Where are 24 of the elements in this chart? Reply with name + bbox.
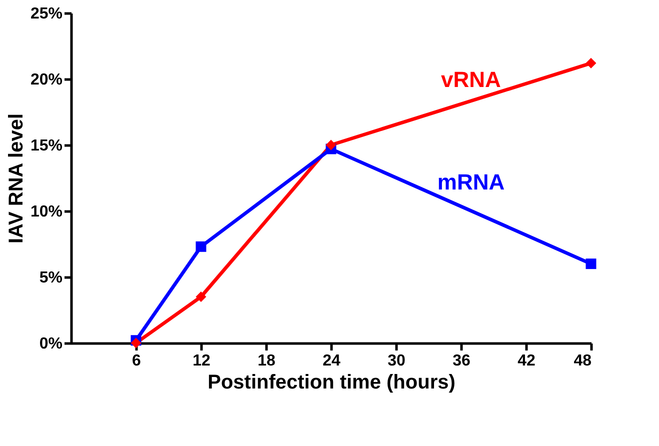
y-tick-label: 20% — [30, 72, 62, 88]
point — [586, 258, 596, 270]
point — [196, 292, 206, 302]
x-tick-label: 24 — [322, 352, 340, 370]
y-tick-label: 15% — [30, 138, 62, 154]
x-tick-label: 18 — [258, 352, 276, 370]
point — [586, 58, 596, 68]
x-tick-label: 30 — [388, 352, 406, 370]
y-tick-label: 5% — [39, 270, 62, 286]
x-axis-title: Postinfection time (hours) — [208, 372, 456, 394]
y-tick-label: 0% — [39, 336, 62, 352]
series-label: mRNA — [437, 169, 505, 194]
y-tick-label: 25% — [30, 6, 62, 22]
x-tick-label: 6 — [132, 352, 142, 370]
y-tick-label: 10% — [30, 204, 62, 220]
y-axis-title: IAV RNA level — [5, 113, 28, 244]
point — [326, 140, 336, 150]
x-tick-label: 36 — [452, 352, 470, 370]
series-label: vRNA — [441, 67, 502, 92]
point — [130, 338, 142, 348]
x-tick-label: 48 — [574, 352, 592, 370]
x-tick-label: 42 — [518, 352, 536, 370]
point — [196, 241, 206, 252]
x-tick-label: 12 — [192, 352, 210, 370]
